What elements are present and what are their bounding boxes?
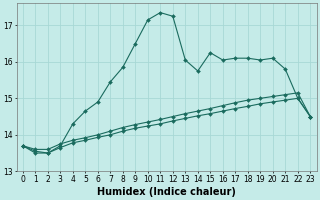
X-axis label: Humidex (Indice chaleur): Humidex (Indice chaleur) [97,187,236,197]
